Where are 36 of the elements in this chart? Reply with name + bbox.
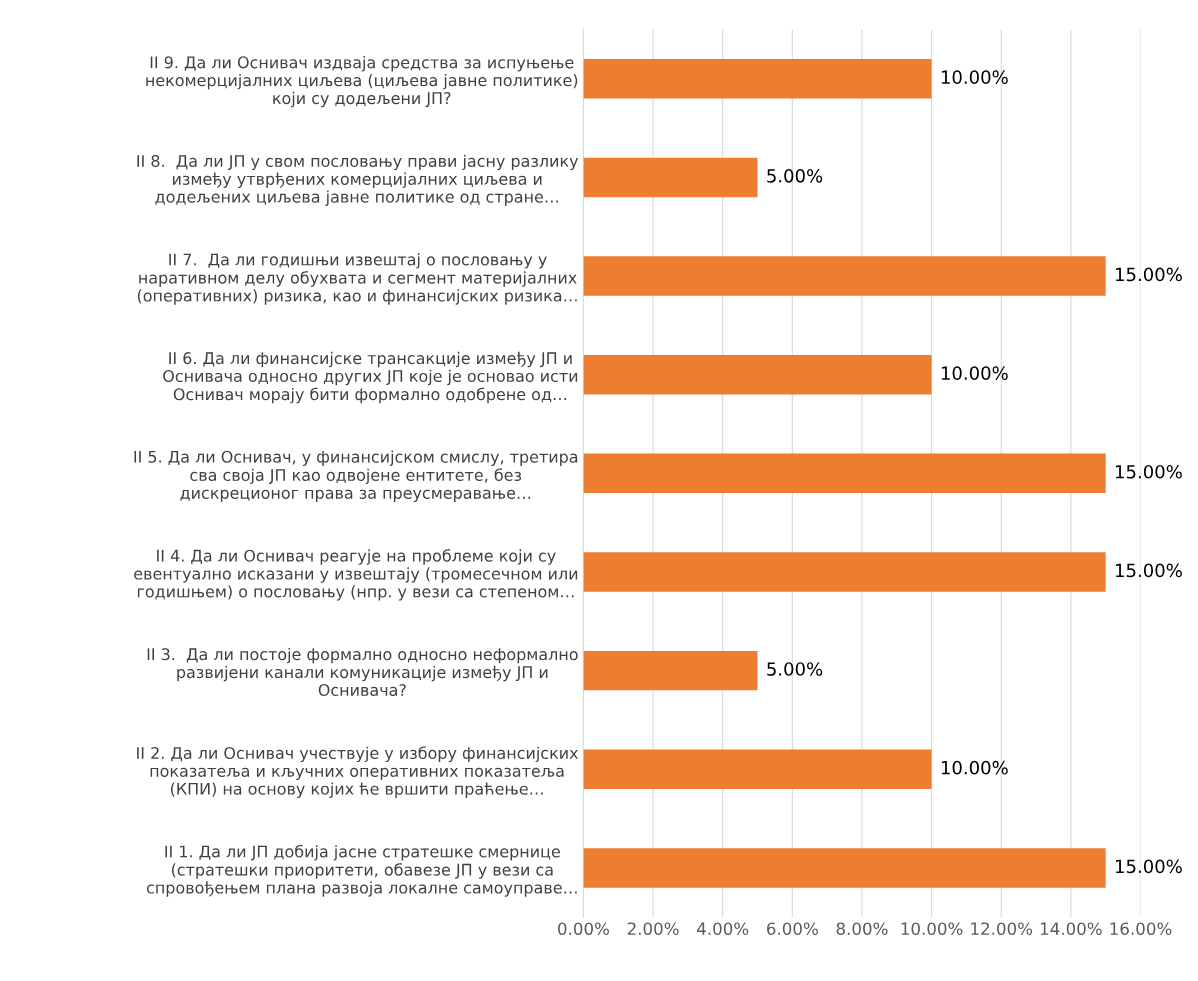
bar: [583, 848, 1106, 888]
bar: [583, 650, 758, 691]
y-tick-label: II 2. Да ли Оснивач учествује у избору финансијских показатеља и кључних оперативних показатеља (КПИ) на основу којих ће вршити праћење…: [137, 746, 579, 798]
data-label: 10.00%: [941, 70, 1008, 84]
x-tick-label: 4.00%: [697, 922, 749, 935]
data-label: 10.00%: [941, 760, 1008, 775]
data-label: 15.00%: [1116, 267, 1182, 282]
data-label: 5.00%: [767, 168, 823, 183]
x-tick-label: 12.00%: [971, 922, 1033, 935]
x-tick-label: 8.00%: [836, 922, 888, 935]
bar: [583, 354, 932, 395]
data-label: 5.00%: [767, 662, 823, 676]
x-tick-label: 16.00%: [1110, 922, 1172, 935]
x-tick-label: 10.00%: [901, 922, 963, 935]
bar: [583, 256, 1106, 296]
bar: [583, 157, 758, 198]
data-label: 15.00%: [1116, 859, 1182, 874]
y-tick-label: II 9. Да ли Оснивач издваја средства за испуњење некомерцијалних циљева (циљева јавне политике) који су додељени ЈП?: [146, 56, 578, 108]
data-label: 15.00%: [1116, 563, 1182, 578]
y-tick-label: II 5. Да ли Оснивач, у финансијском смислу, третира сва своја ЈП као одвојене ентитете, без дискреционог права за преусмеравање…: [134, 450, 578, 502]
y-tick-label: II 6. Да ли финансијске трансакције између ЈП и Оснивача односно других ЈП које је основао исти Оснивач морају бити формално одобрене од…: [163, 351, 578, 404]
y-tick-label: II 8. Да ли ЈП у свом пословању прави јасну разлику између утврђених комерцијалних циљева и додељених циљева јавне политике од стране…: [137, 154, 579, 206]
data-label: 15.00%: [1116, 464, 1182, 479]
bar: [583, 552, 1106, 592]
y-tick-label: II 3. Да ли постоје формално односно неформално развијени канали комуникације између ЈП и Оснивача?: [147, 647, 578, 697]
x-tick-label: 2.00%: [627, 922, 679, 935]
x-tick-label: 14.00%: [1040, 922, 1102, 935]
x-tick-label: 0.00%: [558, 922, 609, 935]
bar: [583, 749, 932, 789]
bar: [583, 453, 1106, 494]
bar: [583, 59, 932, 99]
y-tick-label: II 1. Да ли ЈП добија јасне стратешке смернице (стратешки приоритети, обавезе ЈП у вези са спровођењем плана развоја локалне самоуправе…: [146, 844, 577, 897]
data-label: 10.00%: [941, 366, 1008, 380]
y-tick-label: II 4. Да ли Оснивач реагује на проблеме који су евентуално исказани у извештају (тромесечном или годишњем) о пословању (нпр. у вези са степеном…: [134, 549, 578, 601]
x-tick-label: 6.00%: [767, 922, 818, 935]
y-tick-label: II 7. Да ли годишњи извештај о пословању у наративном делу обухвата и сегмент материјалних (оперативних) ризика, као и финансијских ризика…: [137, 253, 577, 305]
